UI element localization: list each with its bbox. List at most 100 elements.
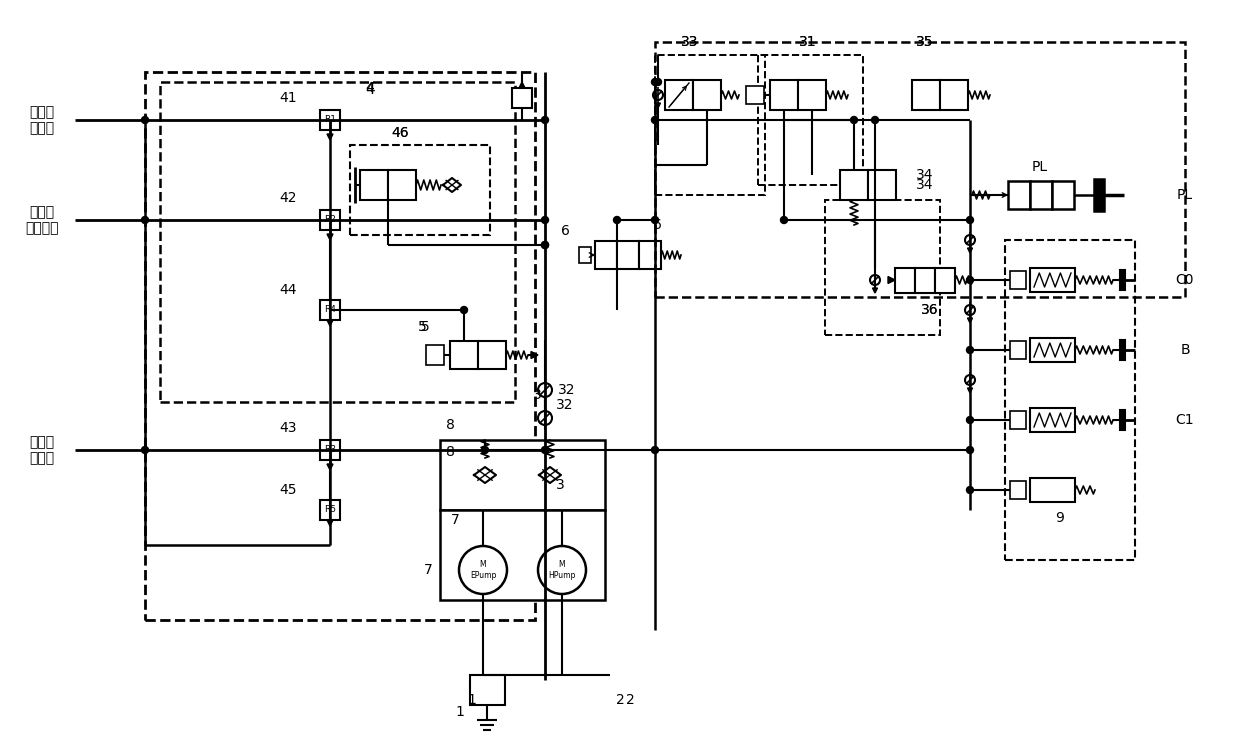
Text: 34: 34: [916, 178, 934, 192]
Bar: [440, 510, 605, 600]
Text: B: B: [1180, 343, 1190, 357]
Bar: [440, 440, 605, 510]
Text: 5: 5: [418, 320, 427, 334]
Text: 轴齿冷
却油路: 轴齿冷 却油路: [30, 105, 55, 135]
Polygon shape: [531, 351, 538, 358]
Text: M
HPump: M HPump: [548, 560, 575, 580]
Bar: [693, 80, 720, 110]
Bar: [1120, 270, 1125, 290]
Bar: [1008, 181, 1030, 209]
Polygon shape: [888, 277, 895, 284]
Text: 1: 1: [467, 693, 476, 707]
Bar: [1011, 481, 1025, 499]
Circle shape: [651, 216, 658, 223]
Text: R4: R4: [324, 305, 336, 314]
Bar: [512, 88, 532, 108]
Bar: [940, 80, 968, 110]
Bar: [1030, 408, 1075, 432]
Text: 9: 9: [1055, 511, 1064, 525]
Bar: [758, 55, 863, 185]
Text: R5: R5: [324, 504, 336, 513]
Bar: [160, 82, 515, 402]
Text: 46: 46: [391, 126, 409, 140]
Text: 7: 7: [424, 563, 433, 577]
Bar: [579, 247, 591, 263]
Polygon shape: [967, 388, 972, 393]
Text: 6: 6: [652, 218, 661, 232]
Text: 4: 4: [366, 81, 374, 95]
Circle shape: [460, 306, 467, 314]
Bar: [320, 440, 340, 460]
Text: 6: 6: [560, 224, 569, 238]
Bar: [1011, 271, 1025, 289]
Text: 32: 32: [558, 383, 575, 397]
Text: 42: 42: [279, 191, 296, 205]
Bar: [799, 80, 826, 110]
Text: 35: 35: [916, 35, 934, 49]
Bar: [1011, 341, 1025, 359]
Text: 8: 8: [445, 445, 454, 459]
Text: C0: C0: [1176, 273, 1194, 287]
Text: 离合器
冷却油路: 离合器 冷却油路: [25, 205, 58, 235]
Bar: [388, 170, 415, 200]
Text: 34: 34: [916, 168, 934, 182]
Bar: [1030, 338, 1075, 362]
Circle shape: [542, 241, 548, 249]
Polygon shape: [656, 103, 661, 108]
Text: 8: 8: [445, 418, 454, 432]
Bar: [1094, 179, 1104, 211]
Circle shape: [326, 446, 334, 453]
Text: 31: 31: [800, 35, 817, 49]
Circle shape: [655, 78, 661, 85]
Circle shape: [326, 216, 334, 223]
Circle shape: [966, 277, 973, 284]
Polygon shape: [327, 520, 334, 526]
Bar: [320, 110, 340, 130]
Bar: [470, 675, 505, 705]
Circle shape: [141, 117, 149, 124]
Circle shape: [141, 446, 149, 453]
Text: R3: R3: [324, 445, 336, 453]
Circle shape: [966, 446, 973, 453]
Text: 1: 1: [455, 705, 465, 719]
Text: PL: PL: [1032, 160, 1048, 174]
Text: 36: 36: [921, 303, 939, 317]
Bar: [1120, 340, 1125, 360]
Bar: [868, 170, 897, 200]
Circle shape: [481, 446, 489, 453]
Circle shape: [966, 347, 973, 354]
Bar: [639, 241, 661, 269]
Circle shape: [614, 216, 620, 223]
Bar: [1030, 268, 1075, 292]
Circle shape: [966, 216, 973, 223]
Bar: [360, 170, 388, 200]
Polygon shape: [327, 320, 334, 326]
Bar: [655, 42, 1185, 297]
Text: 33: 33: [681, 35, 699, 49]
Bar: [450, 341, 477, 369]
Bar: [320, 500, 340, 520]
Text: C1: C1: [1176, 413, 1194, 427]
Text: 31: 31: [800, 35, 817, 49]
Circle shape: [780, 216, 787, 223]
Bar: [935, 268, 955, 293]
Bar: [665, 80, 693, 110]
Bar: [1030, 478, 1075, 502]
Text: R1: R1: [324, 115, 336, 124]
Circle shape: [141, 216, 149, 223]
Bar: [1011, 411, 1025, 429]
Bar: [595, 241, 618, 269]
Circle shape: [542, 446, 548, 453]
Text: 3: 3: [556, 478, 564, 492]
Polygon shape: [967, 248, 972, 253]
Text: M
EPump: M EPump: [470, 560, 496, 580]
Polygon shape: [327, 134, 334, 140]
Bar: [895, 268, 915, 293]
Bar: [350, 145, 490, 235]
Text: 电机冷
却油路: 电机冷 却油路: [30, 435, 55, 465]
Bar: [655, 55, 765, 195]
Circle shape: [542, 241, 548, 249]
Polygon shape: [327, 464, 334, 470]
Text: PL: PL: [1177, 188, 1193, 202]
Polygon shape: [967, 318, 972, 323]
